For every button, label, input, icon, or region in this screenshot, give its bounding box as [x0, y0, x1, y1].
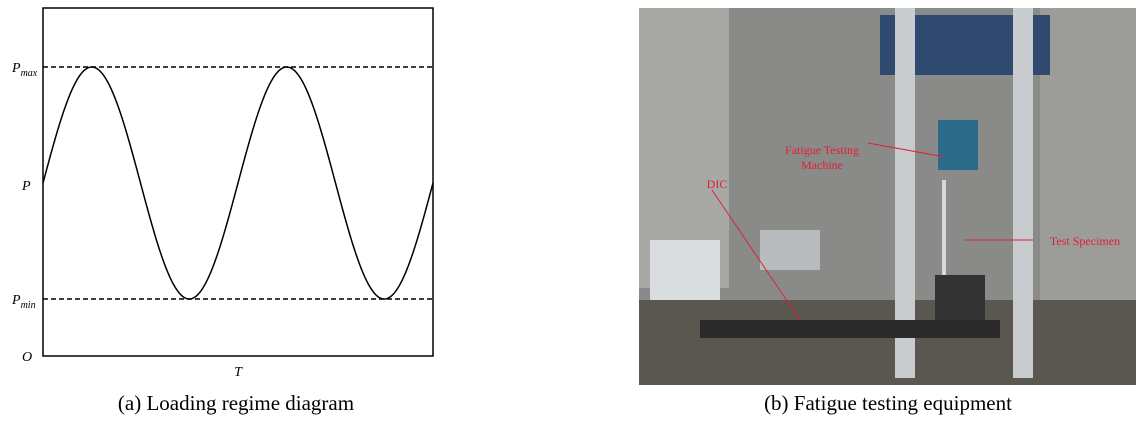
y-label: Pmax	[11, 61, 38, 79]
symbol: O	[22, 350, 32, 365]
controller	[760, 230, 820, 270]
y-label: P	[21, 179, 31, 194]
floor	[639, 300, 1136, 385]
subscript: min	[21, 300, 36, 311]
symbol: P	[21, 179, 31, 194]
load-curve	[43, 67, 433, 299]
symbol: P	[11, 61, 21, 76]
annotation: Fatigue Testing	[785, 143, 859, 157]
column	[1013, 8, 1033, 378]
curtain	[1040, 8, 1136, 308]
monitor	[650, 240, 720, 300]
x-label: T	[234, 365, 243, 380]
caption: (a) Loading regime diagram	[118, 391, 354, 415]
annotation: DIC	[707, 177, 728, 191]
photo	[639, 8, 1136, 385]
y-label: O	[22, 350, 32, 365]
grip	[935, 275, 985, 325]
annotation: Machine	[801, 158, 843, 172]
figure: Pmax P Pmin O T (a) Loading regime diagr…	[0, 0, 1141, 421]
y-label: Pmin	[11, 293, 36, 311]
actuator	[938, 120, 978, 170]
caption: (b) Fatigue testing equipment	[764, 391, 1012, 415]
rail	[700, 320, 1000, 338]
subscript: max	[21, 68, 38, 79]
symbol: P	[11, 293, 21, 308]
annotation: Test Specimen	[1050, 234, 1120, 248]
